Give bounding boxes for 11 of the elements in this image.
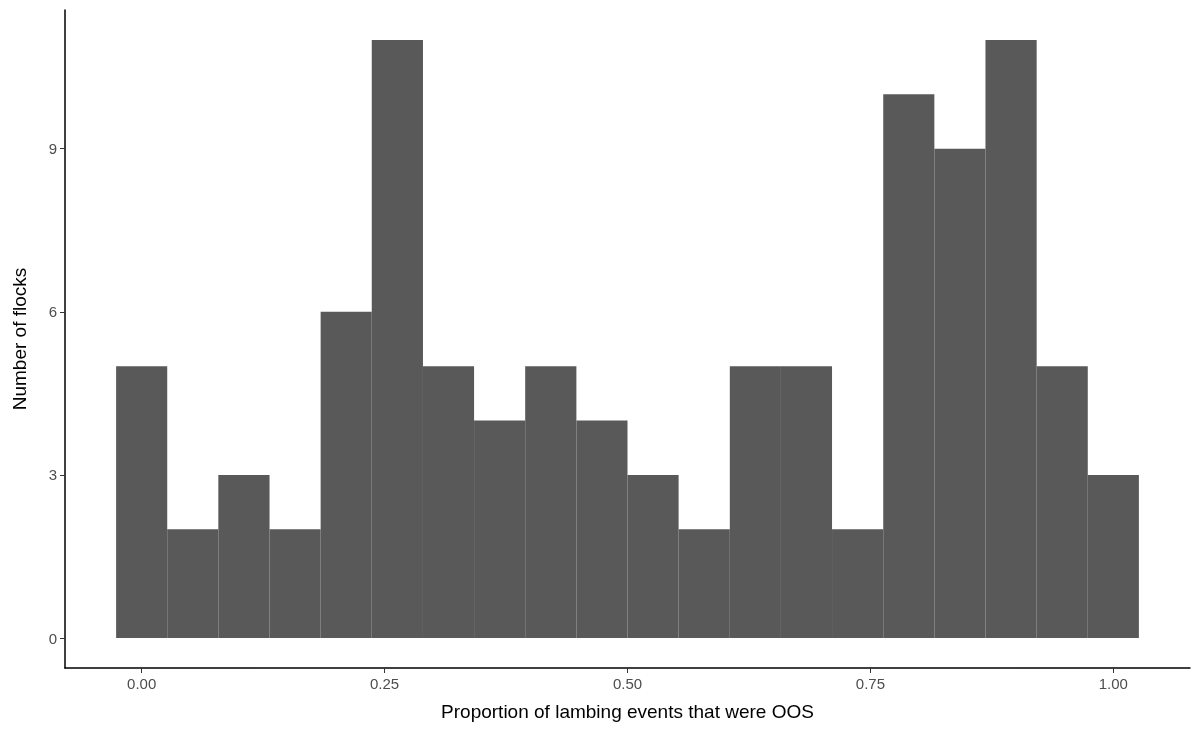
y-tick-label: 3 [48, 466, 57, 484]
x-tick-label: 0.00 [127, 675, 157, 692]
y-axis-title: Number of flocks [9, 267, 30, 411]
x-tick-label: 0.25 [369, 675, 400, 692]
y-tick-label: 6 [48, 303, 57, 321]
y-tick-label: 9 [48, 140, 57, 158]
x-tick-label: 0.75 [855, 675, 886, 692]
x-tick-label: 1.00 [1098, 675, 1128, 692]
x-tick-label: 0.50 [612, 675, 643, 692]
x-axis-title: Proportion of lambing events that were OOS [441, 701, 814, 722]
y-tick-label: 0 [48, 629, 57, 647]
